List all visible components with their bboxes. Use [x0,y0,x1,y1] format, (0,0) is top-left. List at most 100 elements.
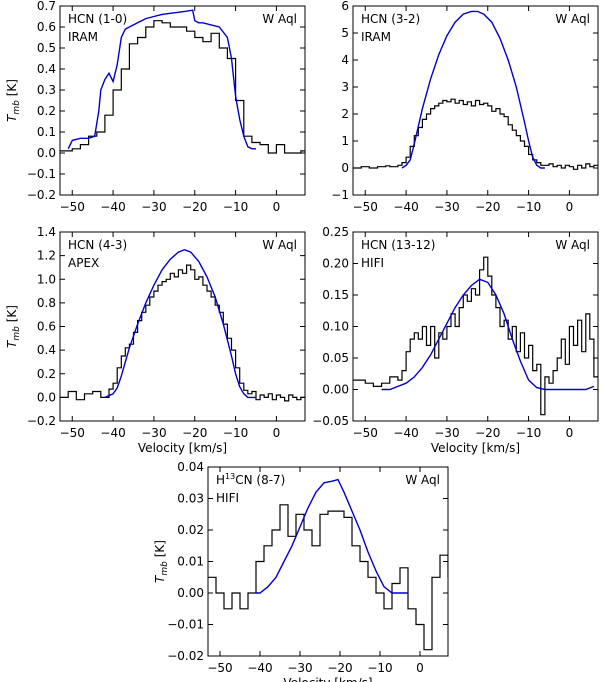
x-tick-label: −10 [516,426,541,440]
panel-1: −50 −40 −30 −20 −10 0 −0.2 −0.1 0.0 0.1 0.2 0.3 0.4 0… [5,0,306,214]
plot-frame [352,231,599,422]
plot-frame [59,5,306,196]
x-tick-label: −20 [182,200,207,214]
y-tick-label: −0.01 [167,618,204,632]
y-tick-label: 0 [341,161,349,175]
y-tick-label: 0.7 [37,0,56,13]
x-tick-label: −40 [247,661,272,675]
x-tick-label: 0 [273,426,281,440]
x-tick-label: −30 [287,661,312,675]
series-model-line [256,478,408,594]
series-observed-line [60,20,305,154]
y-tick-label: 0.04 [177,460,204,474]
series-observed-line [60,264,305,402]
star-label: W Aql [405,473,440,487]
x-tick-label: −50 [207,661,232,675]
line-label: HCN (13-12) [361,238,435,252]
y-tick-label: −0.05 [312,414,349,428]
x-tick-label: −30 [141,426,166,440]
y-tick-label: 0.4 [37,343,56,357]
y-tick-label: 0.02 [177,523,204,537]
y-tick-label: 0.2 [37,367,56,381]
x-tick-label: −10 [223,200,248,214]
x-tick-label: −20 [475,426,500,440]
y-tick-label: 0.3 [37,83,56,97]
y-tick-label: 0.05 [322,351,349,365]
series-model-line [67,9,256,150]
x-tick-label: −50 [60,200,85,214]
star-label: W Aql [555,238,590,252]
telescope-label: HIFI [216,491,239,505]
x-tick-label: −50 [60,426,85,440]
line-label: HCN (3-2) [361,12,420,26]
y-tick-label: 0.6 [37,20,56,34]
panel-5: −50 −40 −30 −20 −10 0 −0.02 −0.01 0.00 0.01 0.02 0.… [153,460,449,682]
series-model-line [401,10,545,169]
y-tick-label: 0.8 [37,296,56,310]
series-observed-line [353,98,598,170]
y-tick-label: 0.15 [322,288,349,302]
y-tick-label: 0.01 [177,555,204,569]
y-tick-label: 0.1 [37,125,56,139]
x-tick-label: −40 [100,200,125,214]
y-tick-label: −0.02 [167,649,204,663]
x-tick-label: −20 [475,200,500,214]
telescope-label: HIFI [361,256,384,270]
y-tick-label: 0.10 [322,320,349,334]
x-axis-title: Velocity [km/s] [283,676,372,682]
star-label: W Aql [555,12,590,26]
x-tick-label: 0 [566,426,574,440]
x-tick-label: −10 [367,661,392,675]
series-observed-line [208,504,448,651]
y-axis-title: Tmb [K] [5,305,22,348]
y-tick-label: 1 [341,134,349,148]
x-tick-label: −20 [182,426,207,440]
x-tick-label: 0 [566,200,574,214]
y-tick-label: 0.03 [177,492,204,506]
x-axis-title: Velocity [km/s] [431,441,520,455]
x-tick-label: −10 [223,426,248,440]
x-tick-label: −40 [393,426,418,440]
y-tick-label: 5 [341,26,349,40]
series-model-line [381,278,595,391]
y-tick-label: 6 [341,0,349,13]
y-tick-label: 1.4 [37,225,56,239]
y-tick-label: 0.6 [37,320,56,334]
y-tick-label: 0.25 [322,225,349,239]
line-label: H13CN (8-7) [216,472,285,487]
x-tick-label: −10 [516,200,541,214]
plot-frame [352,5,599,196]
series-observed-line [353,256,598,416]
y-tick-label: 0.0 [37,390,56,404]
x-tick-label: 0 [416,661,424,675]
star-label: W Aql [262,12,297,26]
x-tick-label: −50 [353,200,378,214]
x-axis-title: Velocity [km/s] [138,441,227,455]
y-tick-label: 4 [341,53,349,67]
y-tick-label: −0.2 [27,188,56,202]
y-tick-label: 0.5 [37,41,56,55]
x-tick-label: −40 [100,426,125,440]
y-tick-label: 3 [341,80,349,94]
y-tick-label: 1.2 [37,249,56,263]
x-tick-label: −50 [353,426,378,440]
x-tick-label: −20 [327,661,352,675]
y-tick-label: −0.2 [27,414,56,428]
panel-4: −50 −40 −30 −20 −10 0 −0.05 0.00 0.05 0.10 0.15 0.2… [312,225,599,455]
x-tick-label: −30 [141,200,166,214]
y-tick-label: 1.0 [37,272,56,286]
y-tick-label: 0.2 [37,104,56,118]
x-tick-label: −40 [393,200,418,214]
panel-3: −50 −40 −30 −20 −10 0 −0.2 0.0 0.2 0.4 0.6 0.8 1.0 1.… [5,225,306,455]
line-label: HCN (4-3) [68,238,127,252]
telescope-label: APEX [68,256,99,270]
x-tick-label: 0 [273,200,281,214]
series-model-line [104,248,256,399]
y-tick-label: 0.00 [177,586,204,600]
y-tick-label: 0.0 [37,146,56,160]
y-tick-label: −1 [331,188,349,202]
x-tick-label: −30 [434,426,459,440]
star-label: W Aql [262,238,297,252]
